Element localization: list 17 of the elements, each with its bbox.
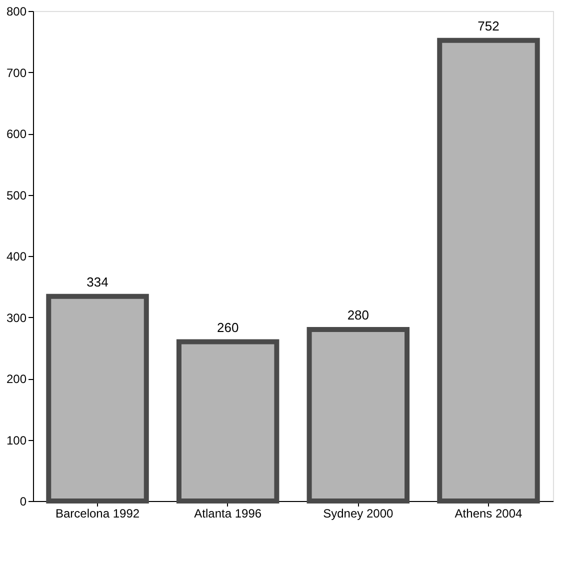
y-tick-label: 500 <box>6 188 27 202</box>
y-tick-label: 700 <box>6 66 27 80</box>
data-label: 280 <box>347 308 370 322</box>
y-tick-label: 600 <box>6 127 27 141</box>
data-label: 260 <box>216 320 239 335</box>
x-tick-label: Sydney 2000 <box>323 506 394 520</box>
x-tick-label: Athens 2004 <box>454 506 523 520</box>
y-tick-label: 300 <box>6 310 27 325</box>
x-tick-label: Atlanta 1996 <box>194 506 262 520</box>
y-tick-label: 0 <box>20 494 27 508</box>
x-tick-label: Barcelona 1992 <box>55 506 140 520</box>
y-tick-label: 400 <box>6 250 27 264</box>
data-label: 752 <box>478 18 500 34</box>
y-tick-label: 800 <box>6 4 27 18</box>
y-tick-label: 200 <box>6 372 27 386</box>
data-label: 334 <box>86 274 108 290</box>
y-tick-label: 100 <box>6 433 27 448</box>
